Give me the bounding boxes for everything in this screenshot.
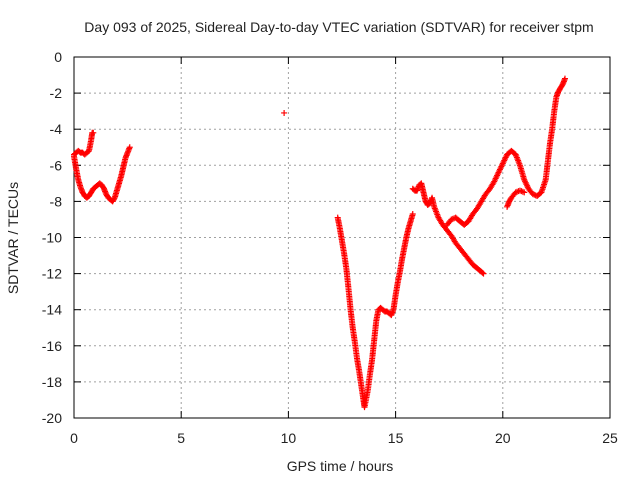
data-point <box>561 75 568 82</box>
x-tick-label: 0 <box>70 430 78 446</box>
y-tick-label: -18 <box>42 374 62 390</box>
data-point <box>111 195 118 202</box>
data-point <box>518 188 525 195</box>
x-tick-label: 20 <box>495 430 511 446</box>
data-point <box>521 189 528 196</box>
y-tick-label: -4 <box>50 121 63 137</box>
x-tick-label: 25 <box>602 430 618 446</box>
y-tick-label: -16 <box>42 338 62 354</box>
y-tick-label: -10 <box>42 230 62 246</box>
y-tick-label: -20 <box>42 410 62 426</box>
x-axis-label: GPS time / hours <box>287 458 394 474</box>
y-axis-label: SDTVAR / TECUs <box>5 182 21 294</box>
chart-title: Day 093 of 2025, Sidereal Day-to-day VTE… <box>84 19 593 35</box>
data-point <box>519 188 526 195</box>
data-point <box>281 109 288 116</box>
y-tick-label: -12 <box>42 266 62 282</box>
x-ticks: 0 5 10 15 20 25 <box>70 57 618 446</box>
y-tick-label: 0 <box>54 49 62 65</box>
data-points <box>71 75 568 411</box>
x-tick-label: 15 <box>388 430 404 446</box>
data-point <box>90 129 97 136</box>
x-tick-label: 5 <box>177 430 185 446</box>
data-point <box>479 269 486 276</box>
y-tick-label: -2 <box>50 85 63 101</box>
x-tick-label: 10 <box>281 430 297 446</box>
y-tick-label: -8 <box>50 193 63 209</box>
data-point <box>126 144 133 151</box>
y-ticks: 0 -2 -4 -6 -8 -10 -12 -14 -16 -18 -20 <box>42 49 610 426</box>
y-tick-label: -14 <box>42 302 62 318</box>
y-tick-label: -6 <box>50 157 63 173</box>
data-point <box>409 211 416 218</box>
data-point <box>480 270 487 277</box>
